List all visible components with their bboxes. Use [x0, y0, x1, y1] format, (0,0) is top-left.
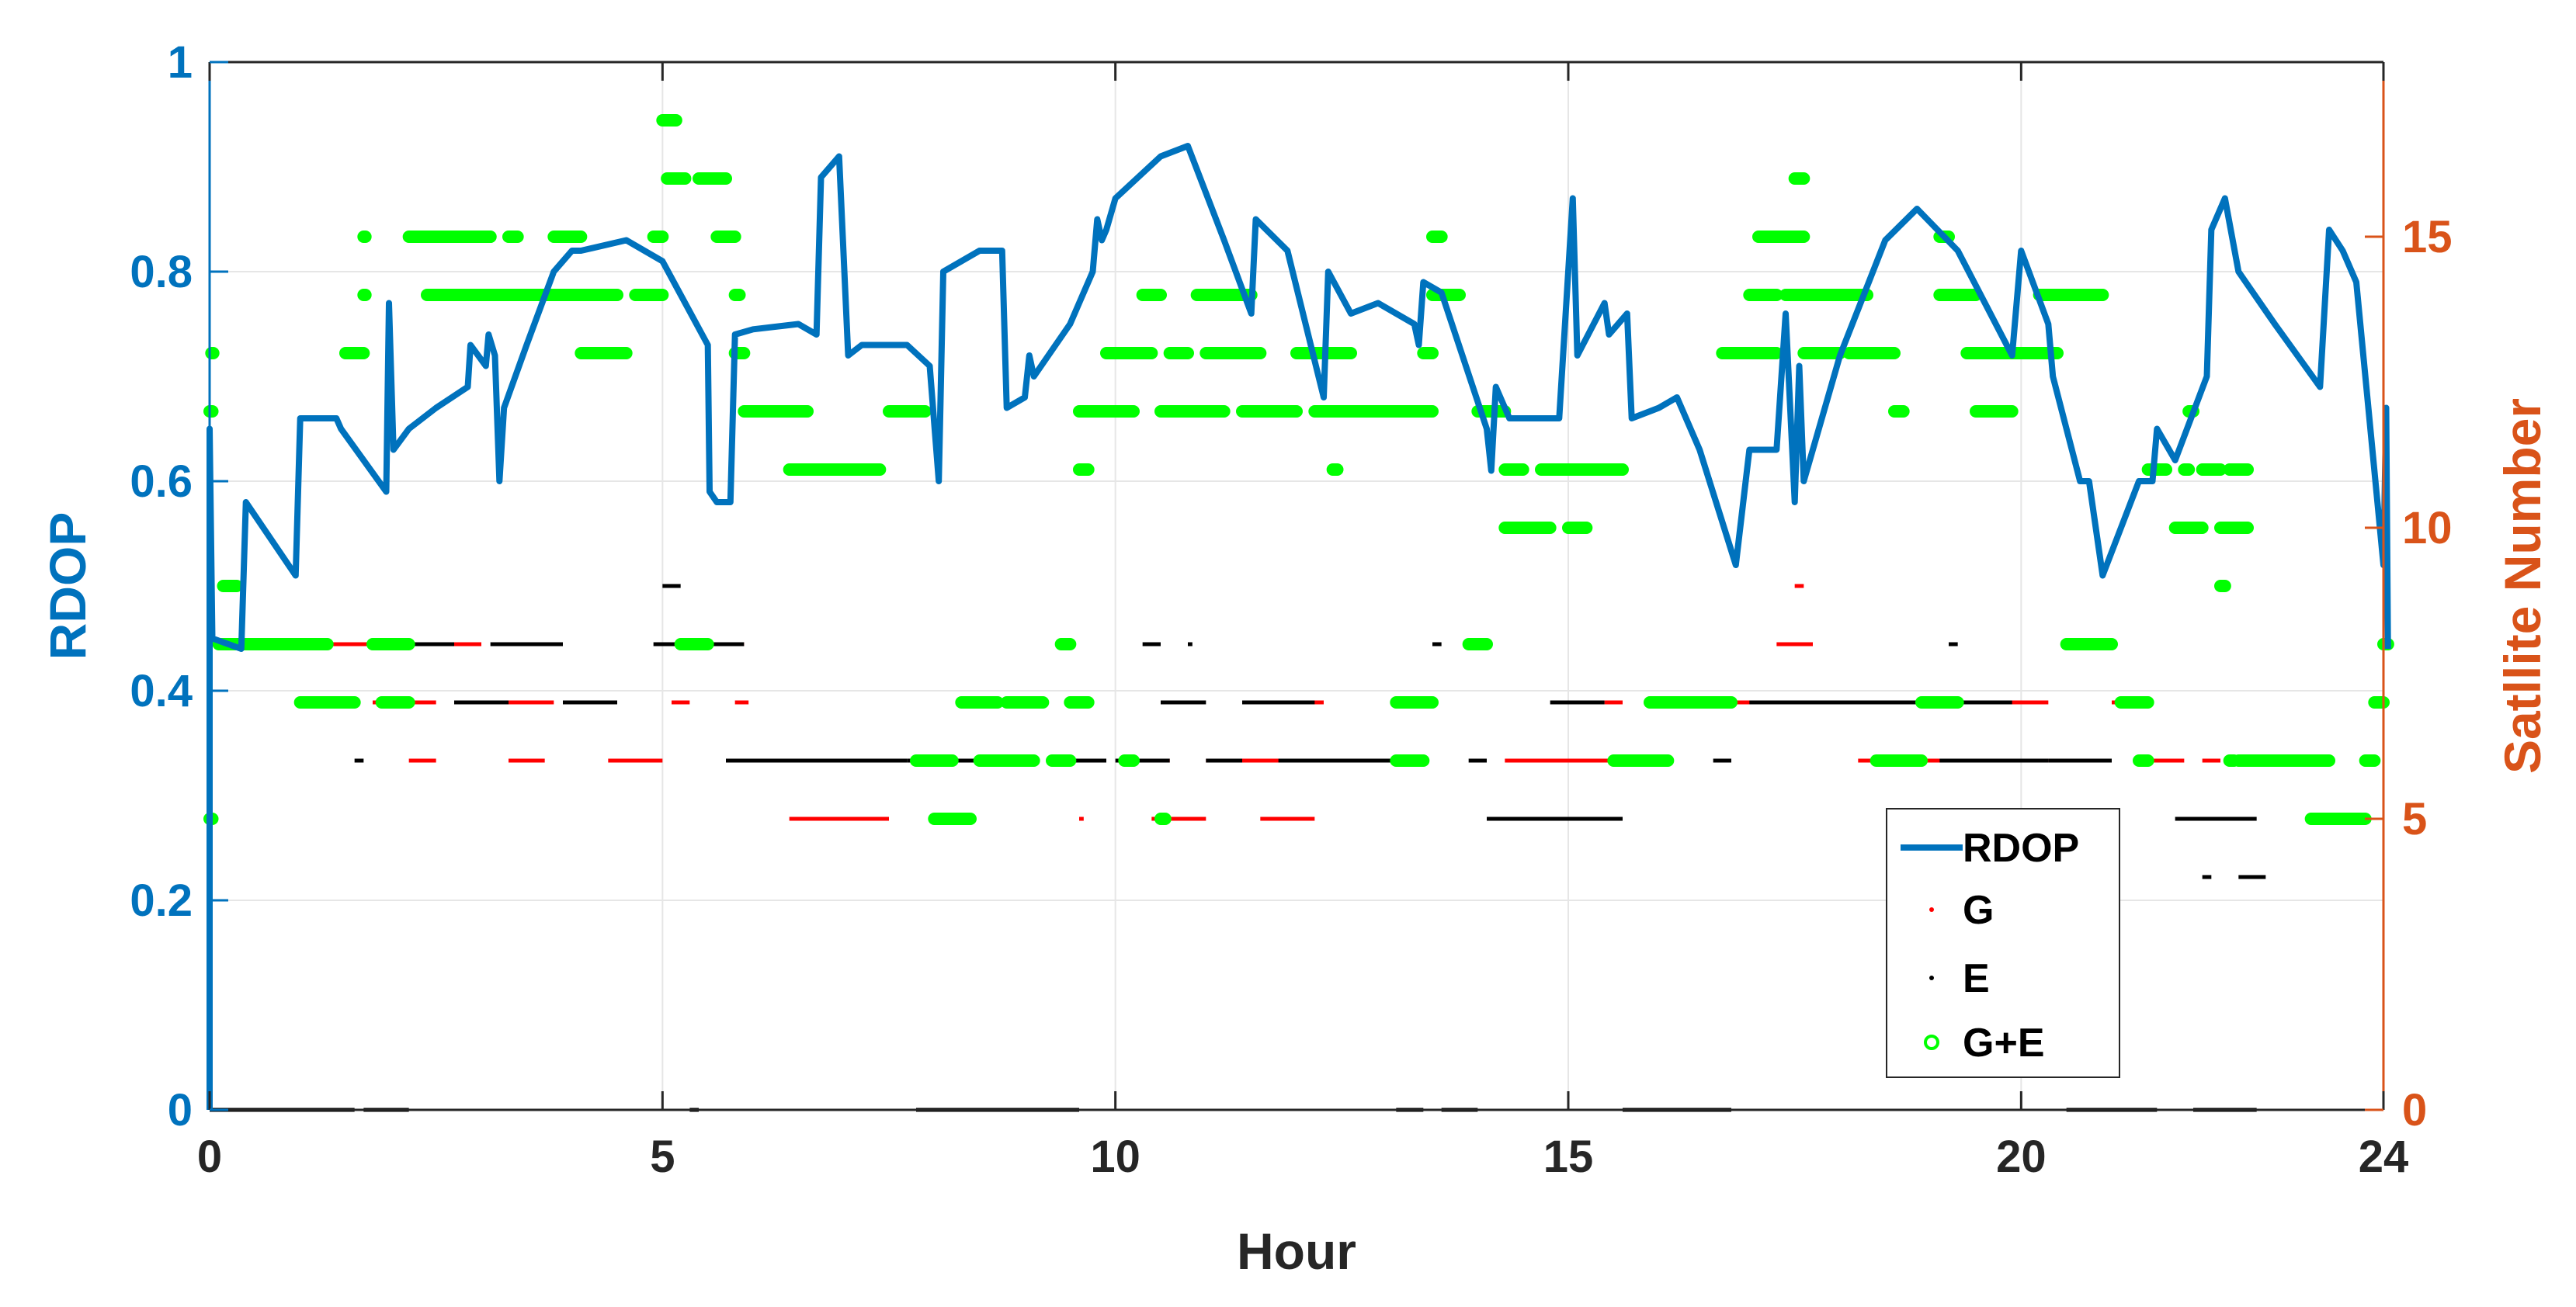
x-tick-label: 0: [197, 1132, 222, 1182]
legend-g-swatch: [1929, 907, 1934, 912]
legend-rdop-label: RDOP: [1963, 826, 2079, 871]
y-left-tick-label: 1: [168, 37, 193, 88]
x-tick-label: 20: [1996, 1132, 2047, 1182]
legend-e-label: E: [1963, 956, 1990, 1001]
y-right-tick-label: 10: [2402, 503, 2453, 553]
y-left-tick-label: 0.6: [130, 456, 193, 507]
y-right-tick-label: 5: [2402, 794, 2427, 844]
legend-e-swatch: [1929, 976, 1934, 980]
x-axis-label: Hour: [1237, 1222, 1356, 1280]
legend-g-label: G: [1963, 888, 1994, 933]
series-rdop-layer: [207, 143, 2391, 1110]
legend-ge-swatch: [1924, 1035, 1939, 1050]
x-tick-label: 10: [1090, 1132, 1140, 1182]
y-axis-left-label: RDOP: [39, 512, 96, 660]
legend-ge-label: G+E: [1963, 1021, 2045, 1066]
y-left-tick-label: 0.2: [130, 875, 193, 926]
y-right-tick-label: 0: [2402, 1085, 2427, 1135]
y-left-tick-label: 0.8: [130, 247, 193, 297]
legend: RDOP G E G+E: [1886, 808, 2120, 1078]
y-left-tick-label: 0.4: [130, 666, 193, 716]
y-right-tick-label: 15: [2402, 212, 2453, 262]
x-tick-label: 24: [2359, 1132, 2409, 1182]
legend-box: [1886, 808, 2120, 1078]
x-tick-label: 5: [650, 1132, 675, 1182]
y-left-tick-label: 0: [168, 1085, 193, 1135]
series-rdop-line: [207, 143, 2391, 1110]
x-tick-label: 15: [1543, 1132, 1594, 1182]
y-axis-right-label: Satllite Number: [2494, 398, 2551, 774]
